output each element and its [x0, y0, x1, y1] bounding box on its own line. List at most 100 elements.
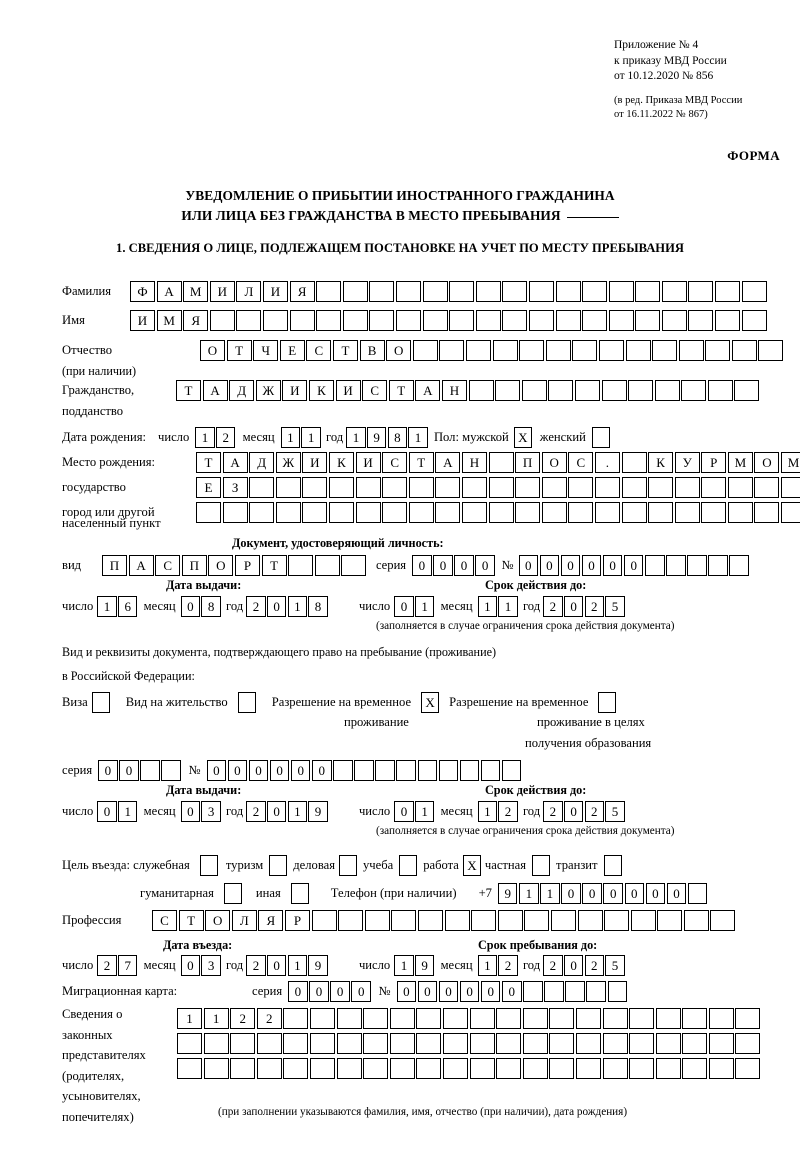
cell[interactable]	[283, 1033, 309, 1054]
cell[interactable]: Т	[226, 340, 252, 361]
cell[interactable]	[283, 1008, 309, 1029]
cell[interactable]	[311, 910, 337, 931]
cell[interactable]	[469, 1058, 495, 1079]
cell[interactable]: О	[205, 910, 231, 931]
cell[interactable]: 0	[412, 555, 432, 576]
cell[interactable]	[336, 1033, 362, 1054]
cell[interactable]: Н	[441, 380, 467, 401]
cell[interactable]: И	[262, 281, 288, 302]
cell[interactable]	[203, 1058, 229, 1079]
cell[interactable]: 0	[119, 760, 139, 781]
cell[interactable]: 1	[287, 596, 308, 617]
cell[interactable]	[203, 1033, 229, 1054]
cell[interactable]	[209, 310, 235, 331]
cell[interactable]	[575, 1058, 601, 1079]
cell[interactable]	[522, 1033, 548, 1054]
cell[interactable]	[754, 477, 780, 498]
cell[interactable]	[439, 340, 465, 361]
cell[interactable]	[382, 502, 408, 523]
cell[interactable]: 1	[498, 596, 518, 617]
cell[interactable]	[222, 502, 248, 523]
cell[interactable]	[391, 910, 417, 931]
cell[interactable]	[621, 477, 647, 498]
cell[interactable]	[302, 477, 328, 498]
cell[interactable]: 8	[387, 427, 408, 448]
cell[interactable]: 0	[266, 596, 287, 617]
cell[interactable]: 0	[180, 801, 201, 822]
cell[interactable]	[541, 502, 567, 523]
residence-permit-checkbox[interactable]	[237, 692, 256, 713]
cell[interactable]	[316, 310, 342, 331]
cell[interactable]	[687, 883, 708, 904]
cell[interactable]	[442, 1008, 468, 1029]
cell[interactable]	[630, 910, 656, 931]
cell[interactable]: Т	[261, 555, 287, 576]
cell[interactable]: 2	[584, 955, 605, 976]
cell[interactable]: Ч	[253, 340, 279, 361]
cell[interactable]	[412, 340, 438, 361]
cell[interactable]	[435, 477, 461, 498]
cell[interactable]	[515, 477, 541, 498]
cell[interactable]	[629, 1033, 655, 1054]
cell[interactable]	[625, 340, 651, 361]
cell[interactable]	[735, 1008, 761, 1029]
cell[interactable]	[497, 910, 523, 931]
cell[interactable]: Т	[196, 452, 221, 473]
cell[interactable]	[565, 981, 585, 1002]
cell[interactable]: 2	[215, 427, 236, 448]
temp-residence-edu-checkbox[interactable]	[598, 692, 617, 713]
cell[interactable]	[435, 502, 461, 523]
cell[interactable]	[363, 1033, 389, 1054]
cell[interactable]: М	[156, 310, 182, 331]
cell[interactable]	[336, 1058, 362, 1079]
cell[interactable]: 0	[454, 555, 474, 576]
cell[interactable]: О	[208, 555, 234, 576]
cell[interactable]: 0	[98, 760, 118, 781]
cell[interactable]	[396, 760, 416, 781]
cell[interactable]	[729, 555, 749, 576]
cell[interactable]	[488, 502, 514, 523]
cell[interactable]: Ф	[130, 281, 155, 302]
cell[interactable]: Р	[284, 910, 310, 931]
cell[interactable]	[568, 477, 594, 498]
cell[interactable]	[727, 502, 753, 523]
cell[interactable]	[262, 310, 288, 331]
cell[interactable]: Л	[236, 281, 262, 302]
cell[interactable]: 1	[408, 427, 428, 448]
cell[interactable]	[444, 910, 470, 931]
cell[interactable]: 1	[346, 427, 366, 448]
cell[interactable]: 2	[246, 955, 266, 976]
cell[interactable]	[645, 555, 665, 576]
cell[interactable]: 2	[97, 955, 117, 976]
cell[interactable]	[754, 502, 780, 523]
cell[interactable]	[363, 1008, 389, 1029]
cell[interactable]	[309, 1033, 335, 1054]
cell[interactable]	[582, 310, 608, 331]
cell[interactable]: О	[200, 340, 225, 361]
cell[interactable]	[416, 1033, 442, 1054]
purpose-work-checkbox[interactable]: X	[462, 855, 481, 876]
cell[interactable]	[389, 1058, 415, 1079]
cell[interactable]: 0	[417, 981, 438, 1002]
cell[interactable]: П	[181, 555, 207, 576]
cell[interactable]: М	[727, 452, 753, 473]
cell[interactable]: 0	[309, 981, 329, 1002]
cell[interactable]: П	[102, 555, 127, 576]
cell[interactable]	[422, 281, 448, 302]
cell[interactable]	[389, 1008, 415, 1029]
cell[interactable]: 1	[203, 1008, 229, 1029]
cell[interactable]	[555, 281, 581, 302]
cell[interactable]	[461, 477, 487, 498]
cell[interactable]: С	[155, 555, 181, 576]
cell[interactable]	[621, 452, 647, 473]
cell[interactable]	[275, 477, 301, 498]
cell[interactable]	[674, 477, 700, 498]
cell[interactable]: Т	[408, 452, 434, 473]
cell[interactable]	[575, 1033, 601, 1054]
cell[interactable]: С	[568, 452, 594, 473]
cell[interactable]: Е	[279, 340, 305, 361]
cell[interactable]	[256, 1033, 282, 1054]
cell[interactable]: 1	[287, 955, 308, 976]
cell[interactable]	[364, 910, 390, 931]
cell[interactable]	[302, 502, 328, 523]
